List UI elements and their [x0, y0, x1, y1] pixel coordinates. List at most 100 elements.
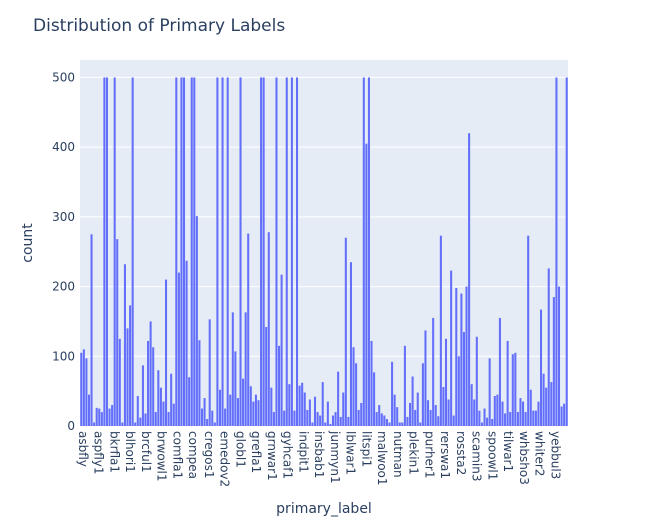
bar [301, 382, 304, 426]
bar [100, 412, 103, 426]
y-tick-label: 500 [52, 70, 75, 84]
x-tick-labels: asbfly aspfly1 bkrfla1 blhori1 brcful1 brwowl… [76, 430, 562, 487]
bar [221, 77, 224, 427]
x-tick-label: aspfly1 [92, 431, 106, 475]
bar [172, 403, 175, 426]
bar [290, 77, 293, 427]
x-tick-label: bkrfla1 [107, 431, 121, 473]
x-tick-label: plekin1 [407, 431, 421, 475]
bar [131, 77, 134, 427]
bar [373, 372, 376, 426]
bar [231, 312, 234, 426]
bar [177, 272, 180, 426]
bar [141, 365, 144, 426]
x-tick-label: compea [186, 431, 200, 479]
x-tick-label: nutman [391, 431, 405, 478]
bar [226, 77, 229, 427]
bar [540, 309, 543, 426]
bar [329, 423, 332, 426]
bar [511, 354, 514, 426]
bar [362, 77, 365, 427]
x-tick-label: globl1 [233, 431, 247, 468]
bar [103, 77, 106, 427]
y-tick-label: 200 [52, 280, 75, 294]
bar [252, 401, 255, 426]
bar [324, 422, 327, 426]
bar [319, 415, 322, 426]
bar [473, 399, 476, 426]
bar [285, 77, 288, 427]
bar [462, 331, 465, 426]
bar [439, 235, 442, 426]
bar [116, 239, 119, 426]
x-tick-label: insbab1 [312, 431, 326, 478]
bar [516, 412, 519, 426]
x-tick-label: cregos1 [202, 431, 216, 479]
bar [203, 398, 206, 426]
bar [357, 409, 360, 426]
bar [331, 415, 335, 426]
bar [406, 416, 409, 426]
bar [247, 233, 250, 426]
bar [529, 389, 532, 426]
x-tick-label: rerswa1 [438, 431, 452, 479]
bar [396, 407, 399, 426]
x-tick-label: rossta2 [454, 431, 468, 475]
x-tick-label: whbsho3 [517, 431, 531, 485]
y-gridlines [80, 76, 568, 357]
bar [447, 399, 450, 426]
x-tick-label: gyhcaf1 [281, 431, 295, 479]
bar [442, 386, 445, 426]
x-tick-label: yebbul3 [548, 431, 562, 479]
x-tick-label: emedov2 [218, 431, 232, 487]
x-tick-label: scamin3 [470, 431, 484, 481]
bar [308, 399, 311, 426]
bar [195, 216, 198, 426]
bar [262, 77, 265, 427]
bar [303, 392, 306, 426]
bar [244, 312, 247, 426]
bar [367, 77, 370, 427]
bar [144, 413, 147, 426]
bar [152, 347, 155, 426]
x-tick-label: blhori1 [123, 431, 137, 473]
bar [123, 264, 126, 426]
bar [411, 376, 414, 426]
bar [534, 410, 537, 426]
bar [398, 422, 401, 426]
bar [493, 396, 496, 426]
bar [370, 340, 373, 426]
bar [316, 412, 319, 426]
bar [129, 305, 132, 426]
bar [165, 279, 168, 426]
bar [434, 405, 437, 426]
bar [234, 351, 237, 426]
bar [450, 270, 453, 426]
bar [421, 363, 424, 426]
bar [121, 422, 124, 426]
bar [87, 394, 91, 426]
bar [560, 406, 563, 426]
bar [491, 419, 494, 426]
bar [437, 416, 440, 426]
bar [555, 77, 558, 427]
x-tick-label: brcful1 [139, 431, 153, 473]
bar [391, 361, 394, 426]
bar [90, 234, 93, 426]
bar [288, 384, 291, 426]
x-tick-label: malwoo1 [375, 431, 389, 486]
bar [383, 415, 386, 426]
y-tick-label: 300 [52, 210, 75, 224]
bar [424, 330, 427, 426]
bar [432, 317, 435, 426]
bar [401, 422, 404, 426]
bar [190, 77, 193, 427]
bar [306, 409, 309, 426]
bar [213, 422, 216, 426]
bar [557, 286, 561, 426]
bar [321, 382, 324, 426]
bar [126, 328, 129, 426]
bar [501, 401, 504, 426]
x-tick-label: purher1 [422, 431, 436, 479]
chart-title: Distribution of Primary Labels [33, 16, 285, 36]
